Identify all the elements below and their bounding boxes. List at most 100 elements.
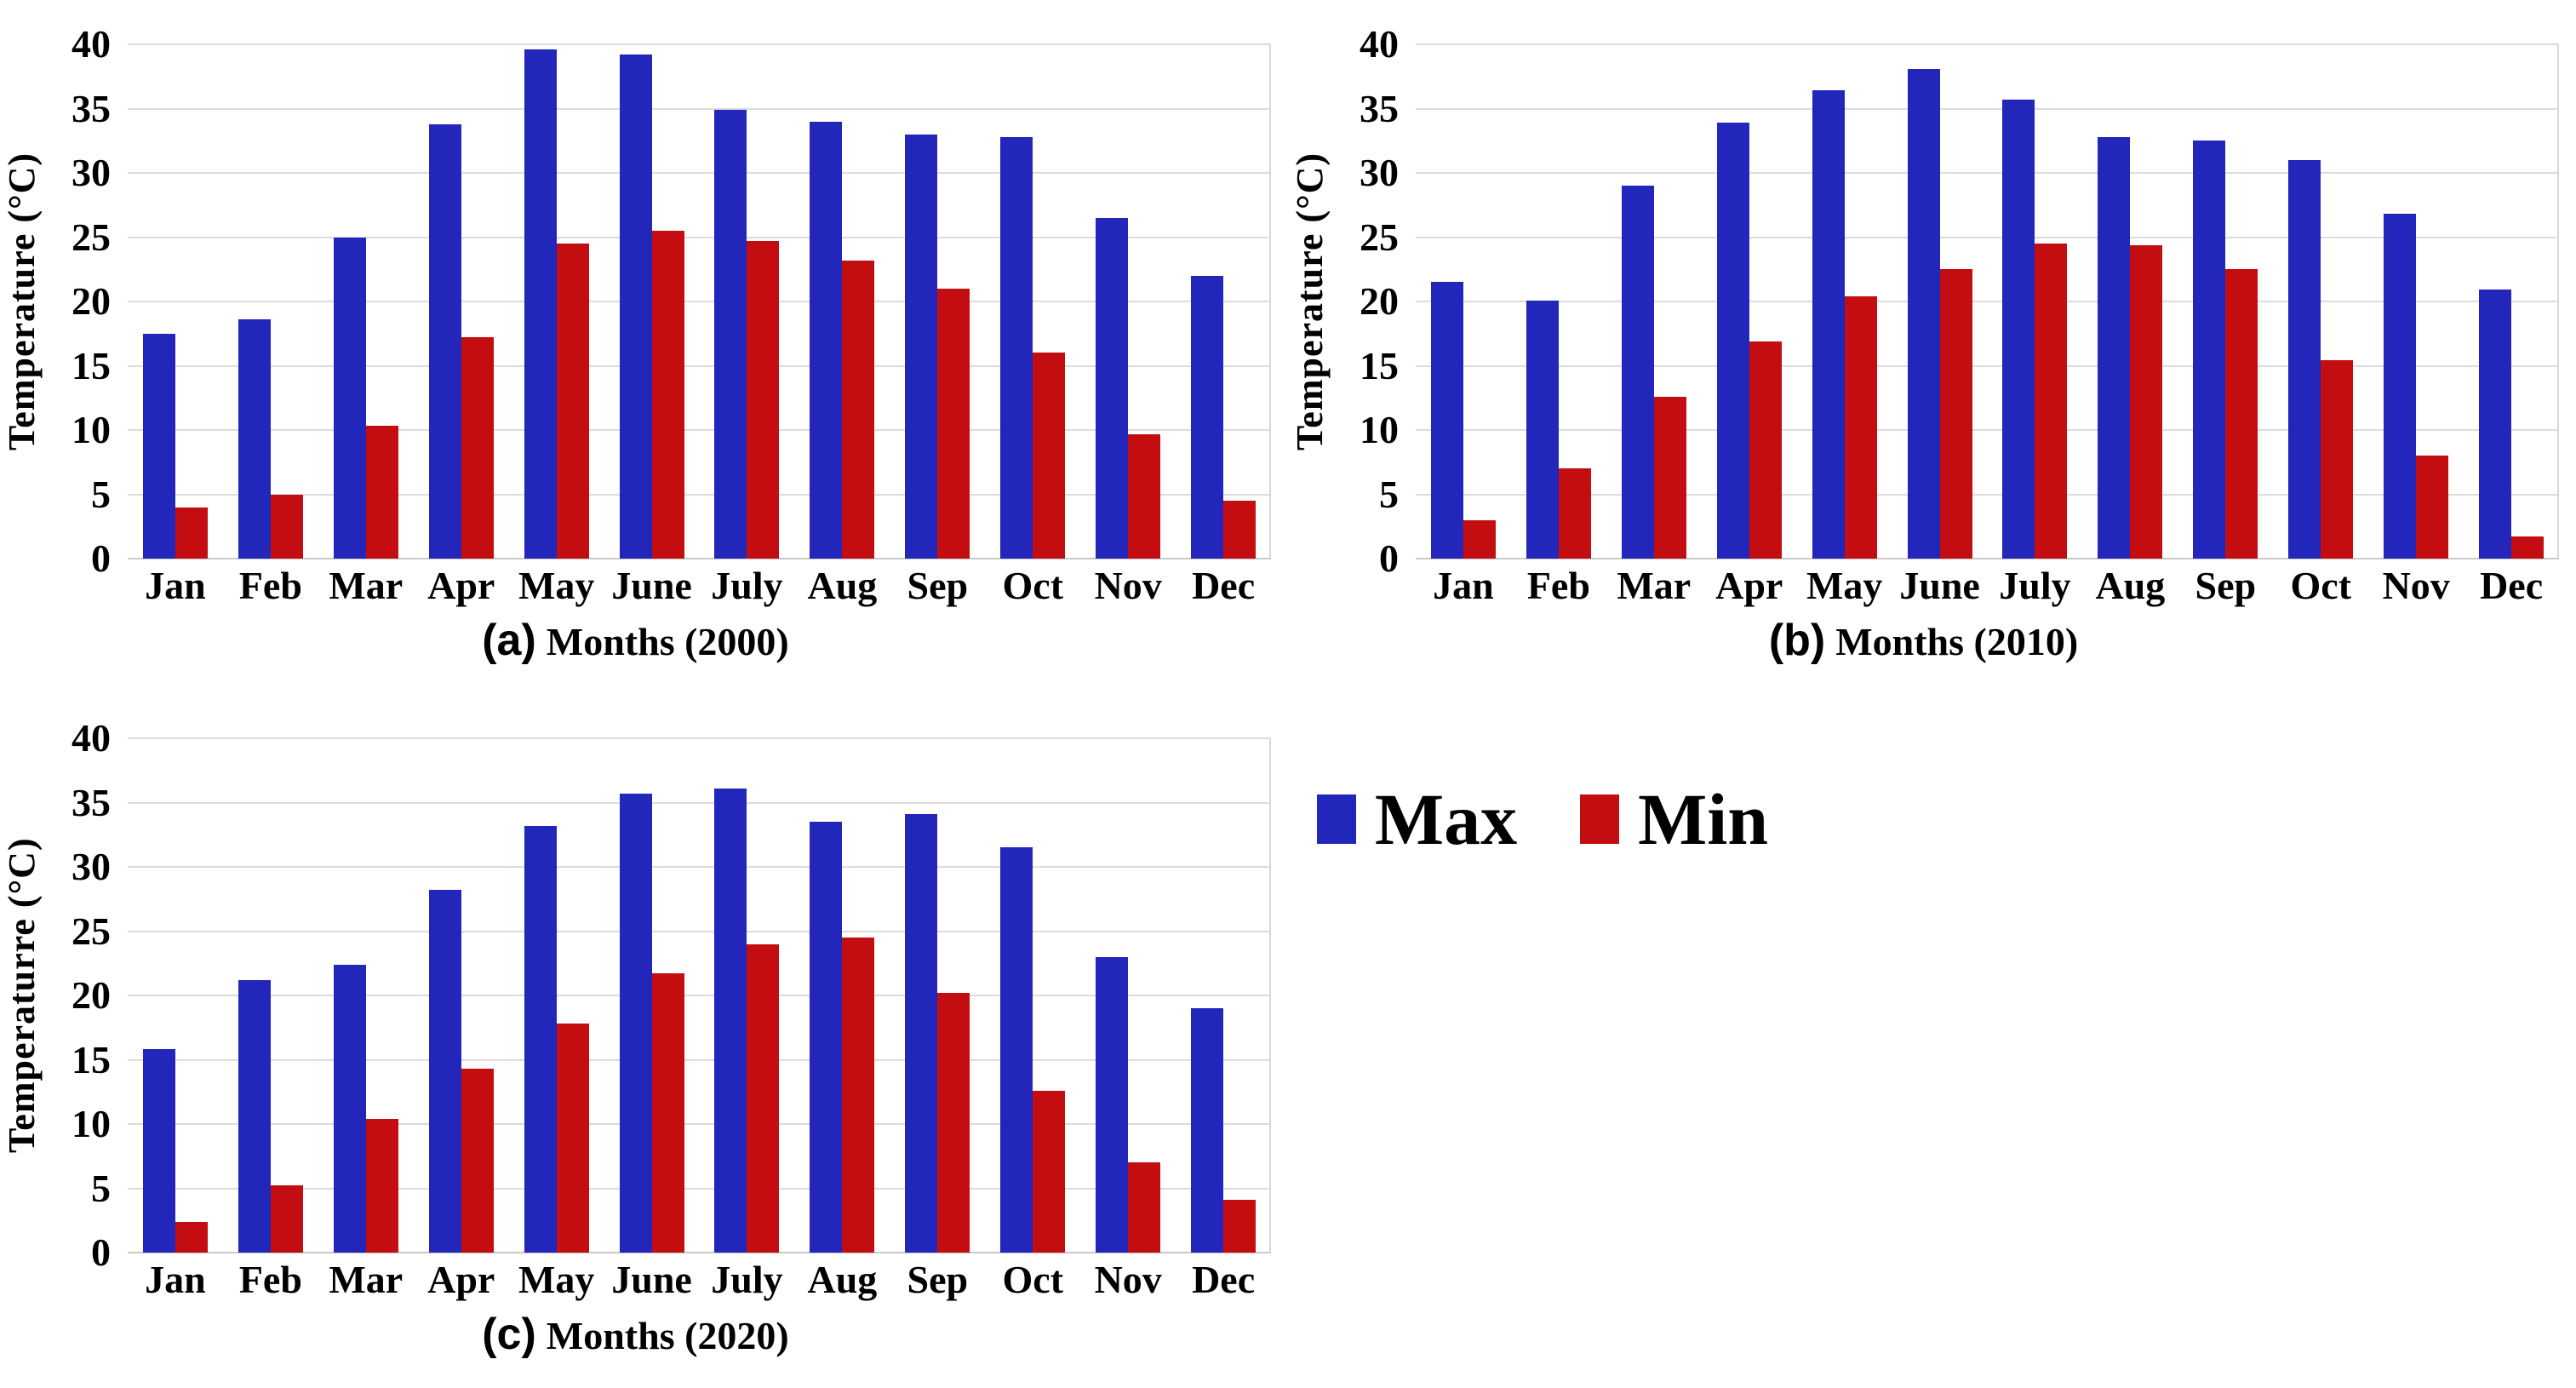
bar-min-sep — [2225, 269, 2258, 559]
bar-max-sep — [905, 134, 938, 559]
gridline-15 — [128, 364, 1271, 367]
gridline-0 — [1416, 558, 2559, 559]
caption: (a) Months (2000) — [0, 613, 1271, 694]
bar-min-may — [1844, 295, 1877, 559]
month-label-sep: Sep — [907, 1258, 969, 1301]
month-label-july: July — [711, 564, 783, 607]
y-tick-label-5: 5 — [91, 472, 111, 516]
bar-max-apr — [1716, 123, 1749, 559]
bar-group-july — [700, 44, 795, 559]
bar-max-sep — [2193, 141, 2226, 559]
bar-max-june — [619, 54, 652, 559]
month-label-mar: Mar — [329, 1258, 404, 1301]
bar-group-jan — [1416, 44, 1511, 559]
bar-min-jan — [175, 1221, 208, 1253]
month-label-oct: Oct — [1002, 1258, 1064, 1301]
gridline-15 — [128, 1058, 1271, 1061]
plot-area — [1416, 43, 2559, 559]
bar-max-may — [524, 49, 557, 559]
bar-group-apr — [414, 44, 509, 559]
bars-layer — [128, 738, 1271, 1253]
month-label-jan: Jan — [1433, 564, 1494, 607]
bar-group-oct — [985, 44, 1080, 559]
bar-min-feb — [1558, 468, 1591, 559]
bar-group-aug — [794, 738, 890, 1253]
y-tick-label-25: 25 — [72, 909, 111, 953]
gridline-35 — [128, 801, 1271, 804]
bar-group-aug — [794, 44, 890, 559]
gridline-15 — [1416, 364, 2559, 367]
y-tick-label-30: 30 — [72, 151, 111, 194]
bar-max-july — [714, 788, 747, 1253]
month-label-june: June — [1899, 564, 1980, 607]
bar-group-nov — [1080, 738, 1176, 1253]
bar-max-july — [714, 110, 747, 559]
chart-a-months-2000: Temperature (°C) 0 5 10 15 20 25 30 35 40 Jan Feb… — [0, 0, 1288, 694]
bars-layer — [1416, 44, 2559, 559]
month-label-mar: Mar — [1617, 564, 1692, 607]
bar-min-july — [2035, 244, 2068, 559]
max-series-swatch — [1317, 794, 1356, 844]
chart-c-months-2020: Temperaturre (°C) 0 5 10 15 20 25 30 35 40 Jan Fe… — [0, 694, 1288, 1388]
bar-min-aug — [2130, 244, 2163, 559]
y-tick-label-35: 35 — [1360, 86, 1399, 130]
bar-max-oct — [1000, 847, 1033, 1253]
month-label-aug: Aug — [2095, 564, 2166, 607]
bar-min-june — [651, 973, 684, 1253]
caption-prefix: (c) — [482, 1310, 536, 1359]
gridline-20 — [1416, 301, 2559, 302]
caption-prefix: (a) — [482, 616, 536, 665]
bar-group-june — [604, 44, 700, 559]
gridline-35 — [128, 107, 1271, 110]
gridline-0 — [128, 558, 1271, 559]
month-label-june: June — [611, 1258, 692, 1301]
gridline-30 — [128, 866, 1271, 868]
legend-cell: Max Min — [1288, 694, 2576, 1388]
month-label-nov: Nov — [1094, 564, 1162, 607]
legend-item-min: Min — [1580, 783, 1768, 856]
bar-min-july — [747, 943, 780, 1253]
month-label-may: May — [518, 1258, 595, 1301]
gridline-40 — [1416, 43, 2559, 45]
gridline-35 — [1416, 107, 2559, 110]
month-label-apr: Apr — [427, 1258, 495, 1301]
bar-group-oct — [985, 738, 1080, 1253]
bar-min-dec — [1223, 1200, 1257, 1253]
bar-group-feb — [1511, 44, 1606, 559]
caption-text: Months (2020) — [546, 1314, 789, 1357]
month-label-dec: Dec — [2480, 564, 2544, 607]
bar-max-may — [524, 825, 557, 1253]
min-series-swatch — [1580, 794, 1620, 844]
bar-min-mar — [1653, 396, 1686, 559]
bar-min-oct — [1033, 353, 1066, 559]
gridline-10 — [1416, 429, 2559, 431]
gridline-10 — [128, 1123, 1271, 1125]
caption-text: Months (2000) — [546, 620, 789, 663]
gridline-20 — [128, 301, 1271, 302]
bar-max-jan — [1430, 282, 1463, 559]
bar-max-aug — [810, 121, 843, 559]
bar-max-dec — [1191, 275, 1224, 559]
bar-min-june — [651, 230, 684, 559]
bar-max-nov — [2384, 214, 2417, 559]
bar-max-nov — [1096, 217, 1129, 559]
month-label-july: July — [711, 1258, 783, 1301]
y-tick-label-5: 5 — [91, 1166, 111, 1210]
month-label-june: June — [611, 564, 692, 607]
bar-min-aug — [842, 938, 875, 1253]
month-labels: Jan Feb Mar Apr May June July Aug Sep Oct Nov Dec — [1416, 559, 2559, 613]
gridline-10 — [128, 429, 1271, 431]
y-tick-label-10: 10 — [72, 408, 111, 451]
month-label-nov: Nov — [2382, 564, 2450, 607]
bar-max-apr — [428, 123, 461, 559]
bar-group-jan — [128, 44, 223, 559]
bar-max-feb — [238, 979, 271, 1253]
y-tick-label-30: 30 — [1360, 151, 1399, 194]
month-label-jan: Jan — [145, 1258, 206, 1301]
y-axis-title: Temperature (°C) — [1289, 152, 1331, 451]
bar-min-sep — [937, 992, 970, 1253]
bar-group-aug — [2082, 44, 2178, 559]
y-tick-label-10: 10 — [1360, 408, 1399, 451]
bar-group-nov — [2368, 44, 2464, 559]
